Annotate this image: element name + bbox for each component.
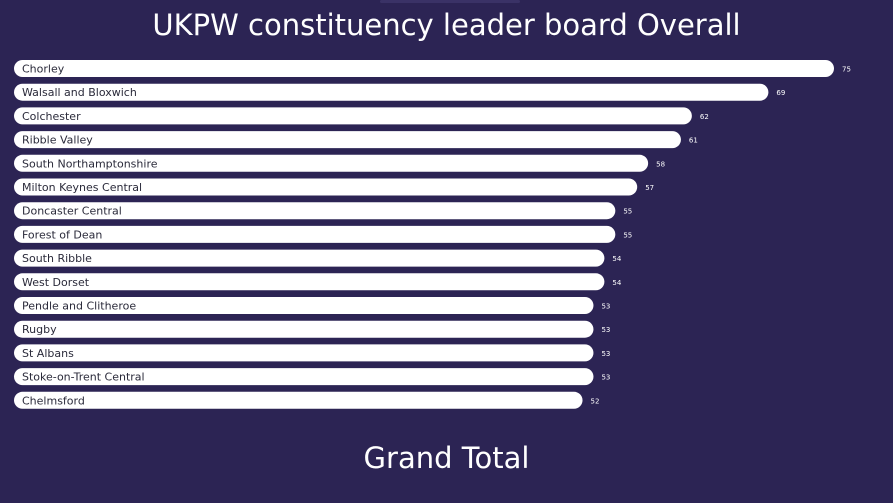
bar-category-label: St Albans (22, 347, 74, 360)
bar[interactable] (14, 391, 583, 409)
bar[interactable] (14, 297, 594, 314)
bar-value-label: 54 (612, 255, 621, 263)
bar-row: Pendle and Clitheroe 53 (14, 297, 610, 314)
bar-value-label: 53 (601, 350, 610, 358)
bar-row: St Albans 53 (14, 344, 610, 362)
bar-category-label: Ribble Valley (22, 134, 93, 147)
bar-row: West Dorset 54 (14, 273, 622, 291)
bar-value-label: 69 (776, 89, 785, 97)
bar-category-label: Colchester (22, 110, 81, 123)
bar[interactable] (14, 249, 605, 267)
bar[interactable] (14, 178, 638, 196)
bar-row: Ribble Valley 61 (14, 131, 698, 149)
bar[interactable] (14, 131, 681, 149)
bar[interactable] (14, 368, 594, 386)
bar-category-label: Chelmsford (22, 394, 85, 407)
bar-value-label: 61 (689, 137, 698, 145)
bar-row: Forest of Dean 55 (14, 225, 632, 243)
bar-category-label: Forest of Dean (22, 228, 102, 241)
bar[interactable] (14, 225, 616, 243)
bar[interactable] (14, 83, 769, 101)
bar-row: Colchester 62 (14, 107, 709, 125)
bar-category-label: Pendle and Clitheroe (22, 300, 136, 313)
bar-category-label: Chorley (22, 63, 65, 76)
page-title: UKPW constituency leader board Overall (152, 8, 741, 42)
top-edge-highlight (380, 0, 520, 3)
bar-row: Doncaster Central 55 (14, 202, 632, 220)
bar-value-label: 53 (601, 303, 610, 311)
bar-row: Chorley 75 (14, 60, 851, 77)
bar-row: Chelmsford 52 (14, 391, 600, 409)
bar[interactable] (14, 60, 834, 77)
bar-value-label: 75 (842, 66, 851, 74)
bar-category-label: Doncaster Central (22, 205, 122, 218)
bar-value-label: 57 (645, 184, 654, 192)
bar[interactable] (14, 202, 616, 220)
bar[interactable] (14, 154, 649, 172)
bar-row: South Ribble 54 (14, 249, 622, 267)
bar-value-label: 53 (601, 326, 610, 334)
bar-value-label: 58 (656, 160, 665, 168)
bar-category-label: West Dorset (22, 276, 90, 289)
bar-category-label: Stoke-on-Trent Central (22, 371, 145, 384)
bar[interactable] (14, 107, 692, 125)
bar-value-label: 55 (623, 231, 632, 239)
bar-row: Rugby 53 (14, 320, 610, 338)
bar-category-label: South Northamptonshire (22, 157, 158, 170)
bar[interactable] (14, 273, 605, 291)
bar-category-label: South Ribble (22, 252, 92, 265)
bar-row: Walsall and Bloxwich 69 (14, 83, 785, 101)
bar-value-label: 53 (601, 374, 610, 382)
bar[interactable] (14, 344, 594, 362)
bar-value-label: 55 (623, 208, 632, 216)
bar-value-label: 52 (591, 397, 600, 405)
bar-category-label: Milton Keynes Central (22, 181, 142, 194)
bar-row: South Northamptonshire 58 (14, 154, 665, 172)
bar-category-label: Rugby (22, 323, 57, 336)
bar[interactable] (14, 320, 594, 338)
bar-value-label: 54 (612, 279, 621, 287)
bar-category-label: Walsall and Bloxwich (22, 86, 137, 99)
bar-value-label: 62 (700, 113, 709, 121)
bar-row: Stoke-on-Trent Central 53 (14, 368, 610, 386)
bar-row: Milton Keynes Central 57 (14, 178, 654, 196)
grand-total-heading: Grand Total (363, 441, 530, 475)
